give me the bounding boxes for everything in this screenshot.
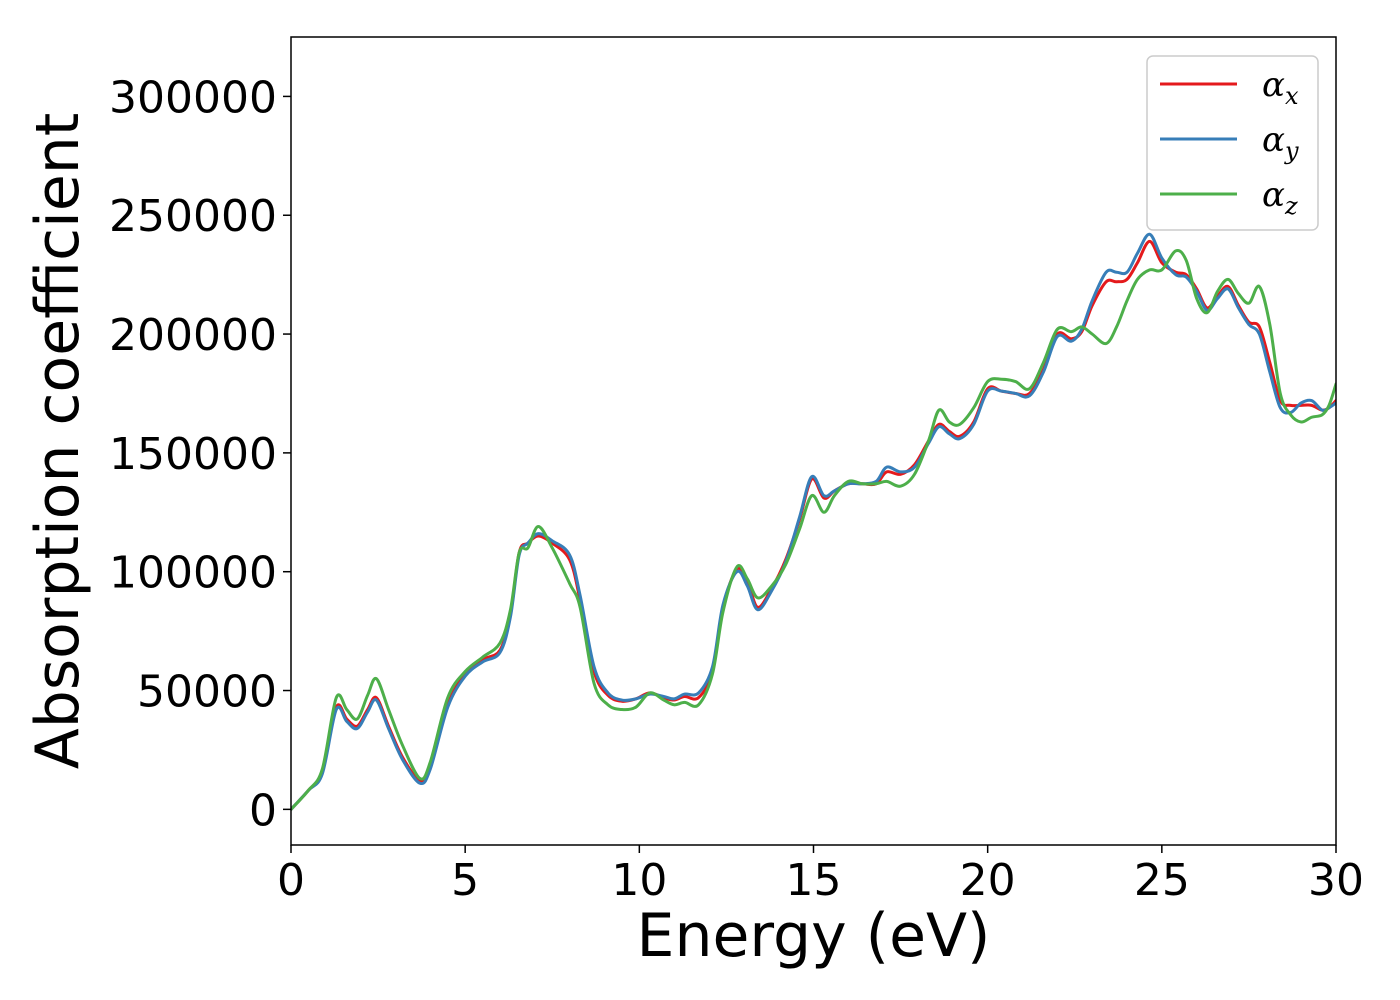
legend-box: [1146, 55, 1319, 231]
ticks-layer: 0 5 10 15 20 25 30 0 50000 100000 150000 200000 2500…: [109, 72, 1364, 906]
x-tick-label: 10: [611, 855, 667, 906]
legend-label-z: αz: [1262, 175, 1298, 220]
y-tick-label: 50000: [137, 667, 277, 718]
y-tick-label: 0: [249, 785, 277, 836]
x-tick-label: 0: [277, 855, 305, 906]
y-axis-label: Absorption coefficient: [23, 113, 93, 770]
y-tick-label: 250000: [109, 191, 277, 242]
legend-items: αx αy αz: [1160, 65, 1299, 220]
x-tick-label: 25: [1134, 855, 1190, 906]
x-tick-label: 20: [960, 855, 1016, 906]
y-tick-label: 100000: [109, 548, 277, 599]
legend: αx αy αz: [1146, 55, 1319, 231]
legend-label-x: αx: [1262, 65, 1299, 110]
x-axis-label: Energy (eV): [637, 901, 991, 971]
x-tick-label: 15: [786, 855, 842, 906]
series-line-z: [291, 249, 1336, 811]
series-layer: [291, 232, 1336, 811]
x-tick-label: 30: [1308, 855, 1364, 906]
legend-label-y: αy: [1262, 120, 1299, 165]
y-tick-label: 300000: [109, 72, 277, 123]
x-tick-label: 5: [451, 855, 479, 906]
y-tick-label: 150000: [109, 429, 277, 480]
y-tick-label: 200000: [109, 310, 277, 361]
